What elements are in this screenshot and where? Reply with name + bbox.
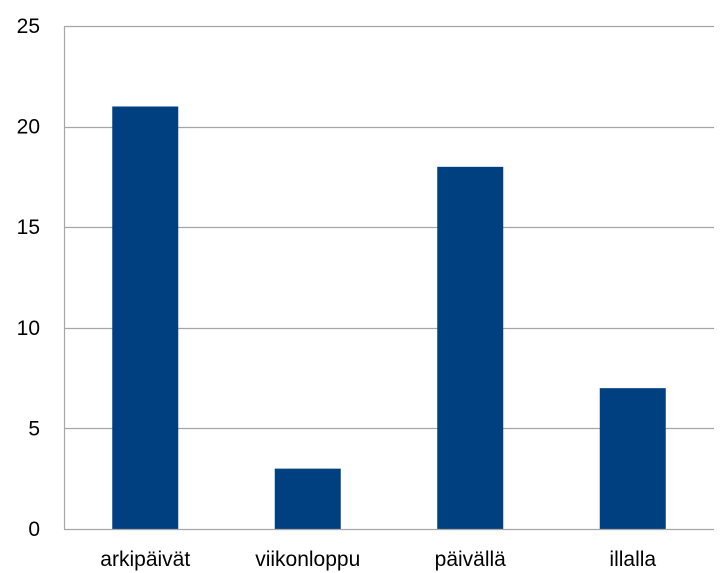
axes xyxy=(63,26,714,531)
y-tick-label-20: 20 xyxy=(17,116,40,139)
x-category-label-4: illalla xyxy=(609,548,656,571)
x-category-labels: arkipäivät viikonloppu päivällä illalla xyxy=(100,548,656,571)
y-tick-label-15: 15 xyxy=(17,216,40,239)
x-category-label-2: viikonloppu xyxy=(255,548,360,571)
x-category-label-1: arkipäivät xyxy=(100,548,190,571)
y-tick-label-10: 10 xyxy=(17,317,40,340)
y-tick-labels: 0 5 10 15 20 25 xyxy=(17,15,40,541)
bars xyxy=(112,106,666,529)
bar-3 xyxy=(437,166,504,529)
bar-1 xyxy=(112,106,179,529)
bar-4 xyxy=(599,388,666,529)
y-tick-label-0: 0 xyxy=(28,518,40,541)
x-category-label-3: päivällä xyxy=(435,548,507,571)
y-tick-label-25: 25 xyxy=(17,15,40,38)
y-tick-label-5: 5 xyxy=(28,417,40,440)
bar-2 xyxy=(274,468,341,529)
